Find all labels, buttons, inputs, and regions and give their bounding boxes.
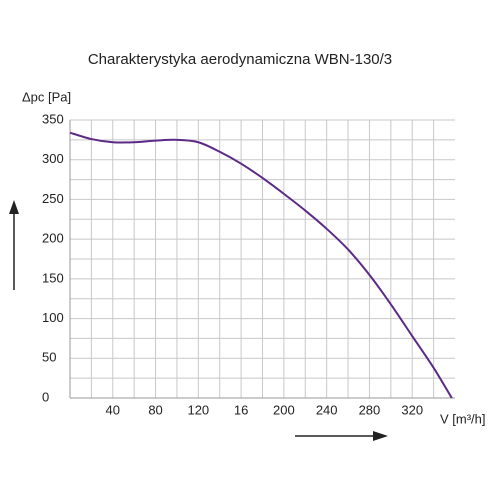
curve xyxy=(69,131,453,399)
y-tick-label: 350 xyxy=(42,111,64,126)
chart-title: Charakterystyka aerodynamiczna WBN-130/3 xyxy=(88,51,392,68)
x-axis-label: V [m³/h] xyxy=(440,411,486,426)
x-tick-label: 280 xyxy=(359,402,381,417)
y-tick-label: 50 xyxy=(42,350,56,365)
x-tick-label: 240 xyxy=(316,402,338,417)
x-tick-label: 40 xyxy=(106,402,120,417)
y-tick-label: 300 xyxy=(42,151,64,166)
x-arrow xyxy=(295,431,388,441)
x-tick-label: 16 xyxy=(234,402,248,417)
y-tick-label: 250 xyxy=(42,191,64,206)
y-tick-label: 200 xyxy=(42,231,64,246)
x-tick-label: 80 xyxy=(148,402,162,417)
x-tick-label: 200 xyxy=(273,402,295,417)
x-tick-label: 120 xyxy=(187,402,209,417)
y-tick-label: 150 xyxy=(42,270,64,285)
x-tick-label: 320 xyxy=(401,402,423,417)
y-arrow xyxy=(9,200,19,290)
y-tick-label: 0 xyxy=(42,389,49,404)
y-axis-label: Δpc [Pa] xyxy=(22,89,71,104)
y-tick-label: 100 xyxy=(42,310,64,325)
